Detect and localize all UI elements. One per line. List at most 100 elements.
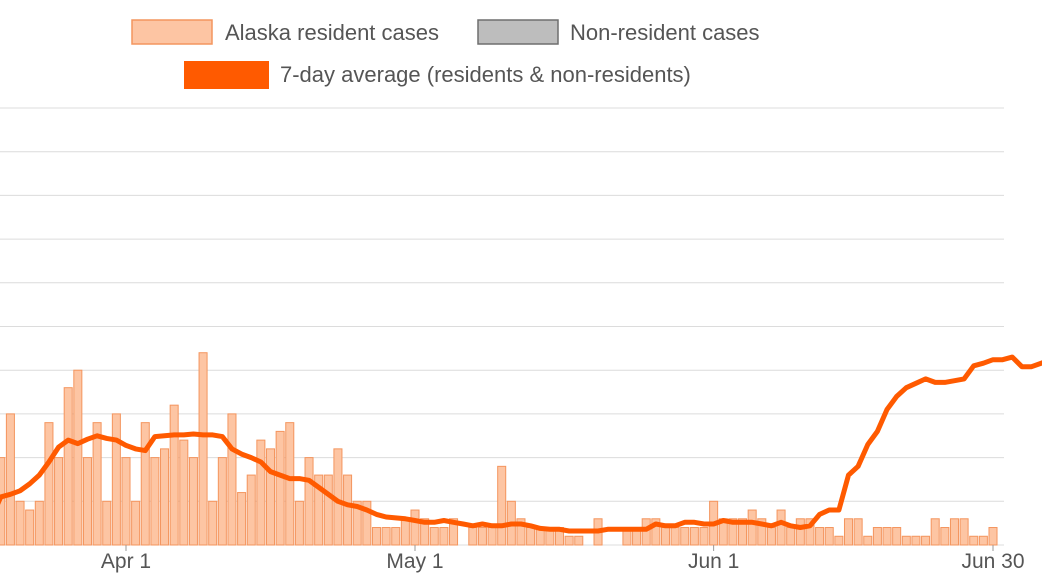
bar-resident [15,500,25,546]
bar-resident [140,422,150,546]
bar-resident [863,535,873,546]
bar-resident [304,457,314,546]
bar-resident [121,457,131,546]
bar-resident [265,448,276,546]
bar-resident [439,527,449,546]
legend-label-nonresidents: Non-resident cases [570,20,760,45]
bar-resident [0,457,6,546]
x-axis: Apr 1 May 1 Jun 1 Jun 30 [101,545,1025,573]
bar-resident [343,474,353,546]
bar-resident [381,527,391,546]
bar-resident [815,527,825,546]
bar-resident [487,527,497,546]
bar-resident [969,535,979,546]
x-tick-label: Apr 1 [101,550,151,573]
bar-resident [217,457,227,546]
bar-resident [468,527,478,546]
bar-resident [449,518,459,546]
bar-resident [92,422,102,546]
bar-resident [179,439,189,546]
bar-resident [323,474,333,546]
bar-resident [256,439,266,546]
bar-resident [391,527,401,546]
bar-resident [766,527,776,546]
bar-resident [102,500,112,546]
bars [0,352,998,546]
bar-resident [275,430,285,546]
bar-resident [400,518,410,546]
bar-resident [728,518,738,546]
bar-resident [921,535,931,546]
bar-resident [44,422,54,546]
bar-resident [959,518,969,546]
bar-resident [73,369,83,546]
bar-resident [882,527,892,546]
bar-resident [911,535,921,546]
bar-resident [198,352,208,546]
bar-resident [294,500,304,546]
bar-resident [352,500,362,546]
bar-resident [738,518,748,546]
legend-label-average: 7-day average (residents & non-residents… [280,62,691,87]
x-tick-label: Jun 1 [688,550,739,573]
bar-resident [246,474,256,546]
bar-resident [670,527,680,546]
bar-resident [410,509,420,546]
bar-resident [680,527,690,546]
bar-resident [497,465,507,546]
legend-swatch-nonresidents [477,19,559,45]
bar-resident [872,527,882,546]
bar-resident [237,492,247,546]
bar-resident [988,527,998,546]
bar-resident [757,518,767,546]
bar-resident [5,413,15,546]
x-tick-label: May 1 [386,550,443,573]
bar-resident [824,527,834,546]
bar-resident [169,404,179,546]
bar-resident [747,509,757,546]
bar-resident [834,535,844,546]
bar-resident [314,474,324,546]
bar-resident [574,535,584,546]
bar-resident [786,527,796,546]
bar-resident [843,518,854,546]
bar-resident [940,527,950,546]
bar-resident [420,518,430,546]
bar-resident [978,535,988,546]
bar-resident [651,518,661,546]
bar-resident [660,527,670,546]
x-tick-label: Jun 30 [961,550,1024,573]
legend-label-residents: Alaska resident cases [225,20,439,45]
bar-resident [699,527,709,546]
bar-resident [371,527,381,546]
bar-resident [689,527,699,546]
bar-resident [853,518,863,546]
bar-resident [285,422,295,546]
bar-resident [795,518,805,546]
bar-resident [892,527,902,546]
bar-resident [930,518,940,546]
bar-resident [34,500,44,546]
bar-resident [362,500,372,546]
bar-resident [131,500,141,546]
bar-resident [150,457,160,546]
bar-resident [63,387,73,546]
average-line [0,354,1042,534]
bar-resident [227,413,237,546]
bar-resident [949,518,959,546]
legend-swatch-residents [131,19,213,45]
bar-resident [805,518,815,546]
bar-resident [516,518,526,546]
bar-resident [477,527,487,546]
bar-resident [188,457,198,546]
bar-resident [776,509,786,546]
bar-resident [82,457,92,546]
bar-resident [160,448,170,546]
bar-resident [25,509,35,546]
bar-resident [901,535,911,546]
bar-resident [526,527,536,546]
bar-resident [208,500,218,546]
average-line-group [0,354,1042,534]
bar-resident [564,535,574,546]
